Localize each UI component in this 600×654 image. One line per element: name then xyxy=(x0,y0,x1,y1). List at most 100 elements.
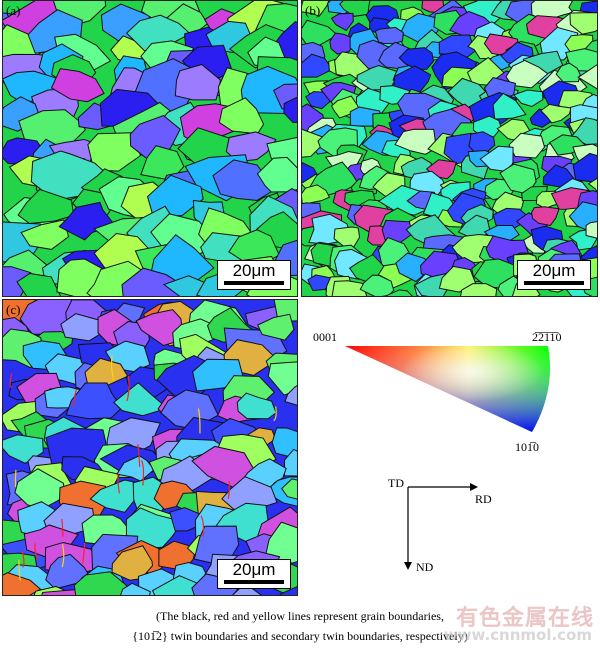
twin-boundary xyxy=(141,460,145,486)
ebsd-map-panel-a: (a) 20μm xyxy=(2,0,298,297)
ipf-label-2110: 2̅2̅1̅1̅0 xyxy=(532,330,562,344)
grain xyxy=(555,62,581,83)
grain xyxy=(283,448,297,477)
scale-line-b xyxy=(524,281,584,285)
grain xyxy=(256,156,297,193)
scale-text-a: 20μm xyxy=(232,261,276,280)
secondary-twin-boundary xyxy=(61,544,65,568)
grain xyxy=(112,382,169,417)
grain xyxy=(460,283,498,296)
grain xyxy=(359,274,395,296)
twin-boundary xyxy=(21,550,25,568)
scale-line-c xyxy=(224,580,284,584)
grain xyxy=(302,184,331,206)
secondary-twin-boundary xyxy=(18,559,21,581)
ebsd-map-panel-c: (c) 20μm xyxy=(2,299,298,596)
figure-caption: (The black, red and yellow lines represe… xyxy=(0,606,600,646)
grain xyxy=(162,275,211,296)
scale-text-c: 20μm xyxy=(232,560,276,579)
grain xyxy=(20,219,70,250)
grain xyxy=(279,586,297,595)
twin-boundary xyxy=(61,518,64,537)
grain xyxy=(438,265,477,293)
nd-label: ND xyxy=(416,560,434,574)
grain xyxy=(302,1,330,17)
grain xyxy=(3,572,42,595)
grain xyxy=(531,206,560,227)
grain xyxy=(540,103,572,124)
panel-label-b: (b) xyxy=(305,3,321,18)
scale-bar-a: 20μm xyxy=(217,260,291,290)
grain xyxy=(505,59,549,89)
grain xyxy=(281,478,297,500)
twin-boundary xyxy=(34,543,39,561)
ipf-triangle xyxy=(345,346,550,432)
grain xyxy=(385,289,413,296)
grain xyxy=(50,68,105,103)
grain xyxy=(374,26,404,45)
grain xyxy=(398,47,435,70)
grain xyxy=(257,313,295,341)
scale-text-b: 20μm xyxy=(532,261,576,280)
grain xyxy=(587,177,597,193)
caption-line-1: (The black, red and yellow lines represe… xyxy=(156,609,444,623)
grain xyxy=(225,131,277,163)
twin-boundary xyxy=(117,473,120,494)
twin-boundary xyxy=(126,376,130,402)
grain xyxy=(232,587,262,595)
secondary-twin-boundary xyxy=(110,355,115,381)
grain xyxy=(331,280,368,296)
grain xyxy=(263,521,297,564)
ipf-label-0001: 0001 xyxy=(313,330,337,344)
grain xyxy=(508,132,546,159)
sample-axes: TD RD ND xyxy=(380,470,530,580)
grain xyxy=(585,221,597,239)
secondary-twin-boundary xyxy=(273,406,277,422)
grain xyxy=(339,1,371,17)
twin-boundary xyxy=(73,389,77,407)
scale-line-a xyxy=(224,281,284,285)
watermark-url: www.cnnmol.com xyxy=(443,626,592,644)
grain xyxy=(116,455,155,482)
watermark-text: 有色金属在线 xyxy=(455,606,594,631)
grain xyxy=(577,64,597,90)
grain xyxy=(284,385,297,406)
grain xyxy=(17,188,75,225)
grain xyxy=(58,201,117,241)
grain xyxy=(302,128,325,158)
grain xyxy=(394,128,437,155)
ebsd-map-panel-b: (b) 20μm xyxy=(301,0,598,297)
panel-label-a: (a) xyxy=(6,3,21,18)
grain xyxy=(283,96,297,123)
grain xyxy=(135,309,183,347)
twin-boundary xyxy=(200,515,205,537)
scale-bar-c: 20μm xyxy=(217,559,291,589)
grain xyxy=(236,392,277,420)
grain xyxy=(572,152,597,183)
rd-label: RD xyxy=(475,492,492,506)
nd-arrowhead xyxy=(404,562,412,570)
twin-boundary xyxy=(137,444,141,467)
scale-bar-b: 20μm xyxy=(517,260,591,290)
grain xyxy=(302,53,334,78)
ipf-triangle-center xyxy=(345,346,550,432)
grain xyxy=(267,361,297,396)
grain xyxy=(492,92,527,120)
td-label: TD xyxy=(388,476,404,490)
ebsd-grain-map-b xyxy=(302,1,597,296)
ebsd-grain-map-a xyxy=(3,1,297,296)
grain xyxy=(120,582,151,595)
grain xyxy=(151,575,203,595)
grain xyxy=(16,272,62,296)
grain xyxy=(146,174,204,218)
grain xyxy=(330,12,354,32)
grain xyxy=(73,571,132,595)
axes-arrows xyxy=(404,483,478,570)
grain xyxy=(569,12,597,35)
secondary-twin-boundary xyxy=(197,408,201,434)
grain xyxy=(111,545,154,581)
twin-boundary xyxy=(9,373,13,389)
rd-arrowhead xyxy=(470,483,478,491)
twin-boundary xyxy=(227,481,230,499)
ipf-label-1010: 101̅0 xyxy=(515,440,539,454)
